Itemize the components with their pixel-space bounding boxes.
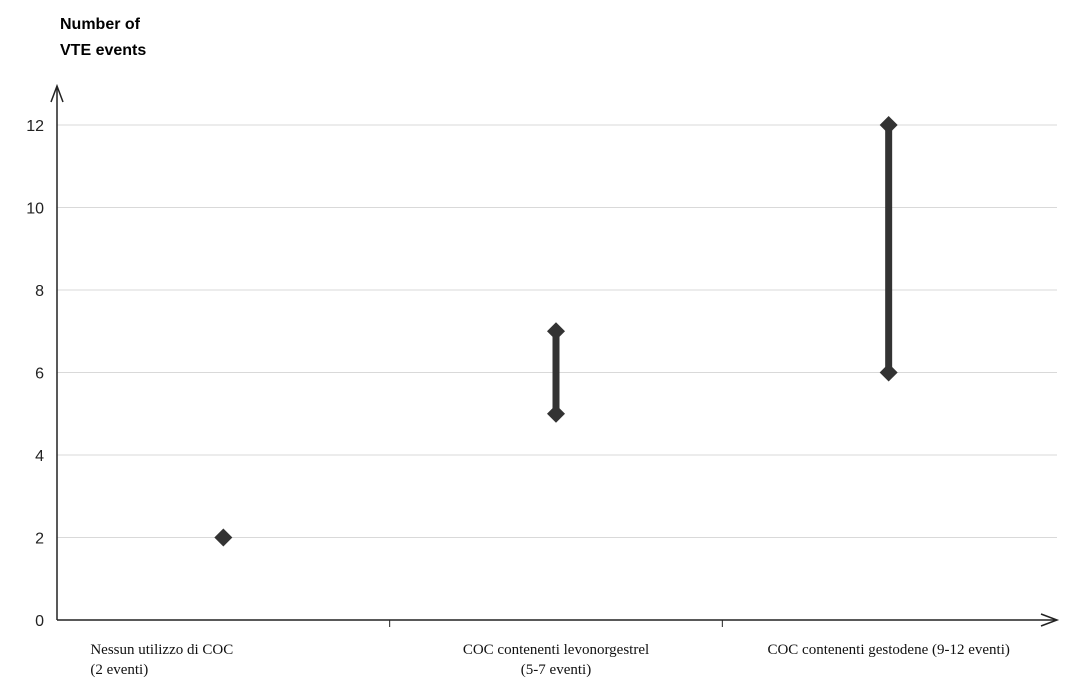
range-high-marker xyxy=(547,322,565,341)
point-marker xyxy=(214,528,233,547)
y-tick-label: 2 xyxy=(35,531,44,548)
x-tick-labels: Nessun utilizzo di COC (2 eventi) COC cont… xyxy=(90,642,1010,678)
x-tick-label: (5-7 eventi) xyxy=(521,662,591,678)
x-tick-label: COC contenenti gestodene (9-12 eventi) xyxy=(767,642,1009,658)
y-tick-label: 10 xyxy=(26,201,44,218)
y-axis-title-line-2: VTE events xyxy=(60,42,147,59)
x-tick-label: COC contenenti levonorgestrel xyxy=(463,642,649,658)
x-tick-label: (2 eventi) xyxy=(90,662,148,678)
y-tick-label: 12 xyxy=(26,118,44,135)
y-tick-label: 4 xyxy=(35,448,44,465)
y-axis-title: Number of VTE events xyxy=(60,12,200,64)
axes xyxy=(50,83,1060,627)
y-axis-title-line-1: Number of xyxy=(60,16,140,33)
y-axis-arrow xyxy=(50,83,64,103)
x-axis-arrow xyxy=(1040,613,1060,627)
y-tick-label: 6 xyxy=(35,366,44,383)
x-tick-label: Nessun utilizzo di COC xyxy=(90,642,233,658)
y-tick-label: 8 xyxy=(35,283,44,300)
y-tick-labels: 0 2 4 6 8 10 12 xyxy=(26,118,44,630)
range-low-marker xyxy=(879,363,898,382)
range-low-marker xyxy=(547,404,565,423)
range-high-marker xyxy=(879,116,898,134)
data-marks xyxy=(214,116,898,547)
y-tick-label: 0 xyxy=(35,613,44,630)
